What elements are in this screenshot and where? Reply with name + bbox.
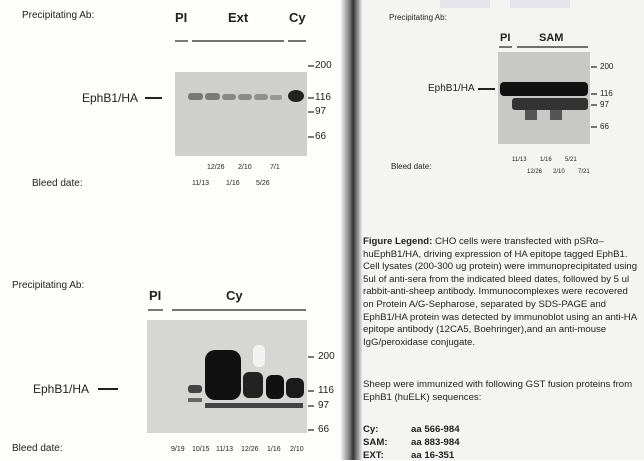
marker-label: 116 <box>600 89 613 98</box>
immunogen-row: Cy: aa 566-984 <box>363 424 460 435</box>
marker-label: 200 <box>315 60 332 71</box>
bleed-date: 2/10 <box>290 446 304 453</box>
marker-label: 116 <box>318 385 334 396</box>
bleed-date: 2/10 <box>238 164 252 171</box>
bleed-date: 11/13 <box>192 180 209 187</box>
immunogen-name: SAM: <box>363 437 388 448</box>
protein-label: EphB1/HA <box>428 83 475 94</box>
protein-label: EphB1/HA <box>33 382 90 396</box>
bleed-date: 5/26 <box>256 180 270 187</box>
immunogen-intro: Sheep were immunized with following GST … <box>363 379 633 403</box>
precipitating-label: Precipitating Ab: <box>22 10 95 21</box>
blot-2 <box>98 309 314 431</box>
blot-bands <box>188 345 304 408</box>
blot-3 <box>478 46 597 128</box>
bleed-label: Bleed date: <box>32 178 83 189</box>
marker-label: 97 <box>318 400 330 411</box>
marker-label: 66 <box>600 122 609 131</box>
tab <box>440 0 490 8</box>
bleed-date: 2/10 <box>553 169 565 175</box>
bleed-date: 11/13 <box>216 446 233 453</box>
bleed-date: 12/26 <box>241 446 259 453</box>
bleed-date: 12/26 <box>207 164 225 171</box>
blot-1 <box>145 40 314 138</box>
immunogen-range: aa 566-984 <box>411 424 460 435</box>
legend-title: Figure Legend: <box>363 236 433 247</box>
immunogen-name: Cy: <box>363 424 379 435</box>
group-label: PI <box>500 32 511 44</box>
immunogen-range: aa 16-351 <box>411 450 455 461</box>
marker-label: 97 <box>315 106 327 117</box>
bleed-date: 1/16 <box>226 180 240 187</box>
bleed-label: Bleed date: <box>391 162 432 171</box>
bleed-label: Bleed date: <box>12 443 63 454</box>
precipitating-label: Precipitating Ab: <box>12 280 85 291</box>
bleed-date: 12/26 <box>527 169 543 175</box>
bleed-date: 7/1 <box>270 164 280 171</box>
bleed-date: 9/19 <box>171 446 185 453</box>
blot-bands <box>188 90 304 102</box>
immunogen-row: SAM: aa 883-984 <box>363 437 460 448</box>
bleed-date: 5/21 <box>565 157 577 163</box>
immunogen-range: aa 883-984 <box>411 437 460 448</box>
marker-label: 66 <box>318 424 330 435</box>
immunogen-name: EXT: <box>363 450 384 461</box>
group-label: SAM <box>539 32 564 44</box>
marker-label: 200 <box>318 351 335 362</box>
group-label: PI <box>175 10 188 25</box>
group-label: PI <box>149 288 162 303</box>
bleed-date: 1/16 <box>540 157 552 163</box>
group-label: Cy <box>289 10 306 25</box>
group-label: Ext <box>228 10 249 25</box>
blot-bands <box>500 82 588 120</box>
protein-label: EphB1/HA <box>82 91 139 105</box>
tab <box>510 0 570 8</box>
figure-legend: Figure Legend: CHO cells were transfecte… <box>363 236 641 349</box>
group-label: Cy <box>226 288 243 303</box>
legend-text: CHO cells were transfected with pSRα–huE… <box>363 236 638 348</box>
bleed-date: 1/16 <box>267 446 281 453</box>
blot-membrane <box>175 72 307 156</box>
immunogen-row: EXT: aa 16-351 <box>363 450 454 461</box>
bleed-date: 10/15 <box>192 446 210 453</box>
marker-label: 116 <box>315 92 331 103</box>
marker-label: 66 <box>315 131 327 142</box>
bleed-date: 11/13 <box>512 157 527 163</box>
marker-label: 200 <box>600 62 614 71</box>
bleed-date: 7/21 <box>578 169 590 175</box>
gutter <box>340 0 362 460</box>
precipitating-label: Precipitating Ab: <box>389 13 447 22</box>
marker-label: 97 <box>600 100 609 109</box>
